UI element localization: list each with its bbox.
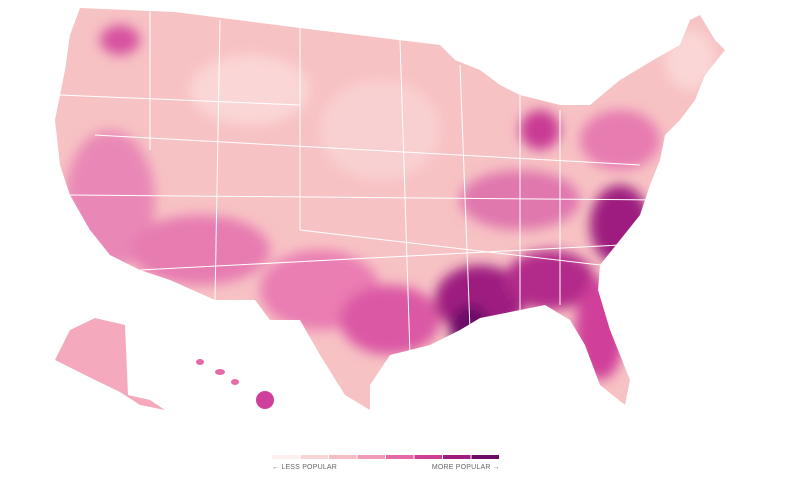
legend-swatch <box>386 455 414 459</box>
legend-swatch <box>329 455 357 459</box>
legend-swatch <box>471 455 499 459</box>
state-borders <box>59 10 661 356</box>
legend-swatch <box>443 455 471 459</box>
legend-less-label: ← LESS POPULAR <box>272 464 337 471</box>
legend-swatch <box>357 455 385 459</box>
legend-swatch <box>300 455 328 459</box>
legend-more-label: MORE POPULAR → <box>432 464 500 471</box>
legend: ← LESS POPULAR MORE POPULAR → <box>272 455 500 471</box>
alaska <box>55 318 165 410</box>
legend-swatch <box>414 455 442 459</box>
legend-swatch <box>272 455 300 459</box>
hawaii <box>196 359 274 409</box>
